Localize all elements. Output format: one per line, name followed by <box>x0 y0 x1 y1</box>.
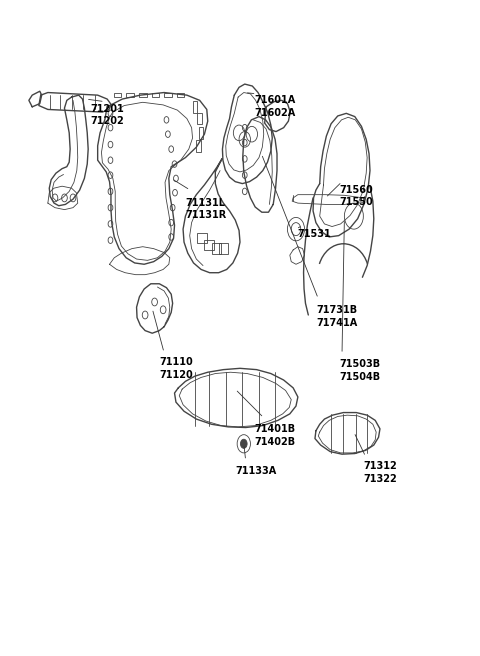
Text: 71133A: 71133A <box>235 466 276 476</box>
Bar <box>152 93 159 97</box>
Text: 71131L
71131R: 71131L 71131R <box>185 198 227 220</box>
Bar <box>114 93 121 97</box>
Text: 71731B
71741A: 71731B 71741A <box>316 305 357 327</box>
Bar <box>197 113 202 125</box>
Text: 71401B
71402B: 71401B 71402B <box>254 424 295 447</box>
Bar <box>196 140 201 152</box>
Text: 71560
71550: 71560 71550 <box>340 185 373 207</box>
Text: 71201
71202: 71201 71202 <box>91 104 124 126</box>
Bar <box>139 93 146 97</box>
Circle shape <box>240 440 247 448</box>
Bar <box>192 101 197 113</box>
Text: 71531: 71531 <box>297 229 331 239</box>
Text: 71312
71322: 71312 71322 <box>363 461 397 483</box>
Text: 71110
71120: 71110 71120 <box>159 358 193 380</box>
Bar <box>204 239 214 250</box>
Bar <box>164 93 172 97</box>
Bar <box>219 243 228 254</box>
Bar <box>177 93 184 97</box>
Bar <box>197 233 207 243</box>
Text: 71601A
71602A: 71601A 71602A <box>254 95 296 117</box>
Bar <box>212 243 221 254</box>
Text: 71503B
71504B: 71503B 71504B <box>340 359 381 382</box>
Bar <box>126 93 134 97</box>
Bar <box>199 127 204 138</box>
